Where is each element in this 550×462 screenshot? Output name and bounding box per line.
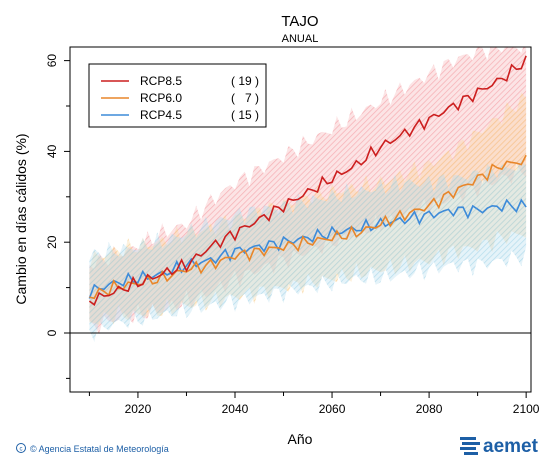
y-tick-label: 40 — [45, 144, 59, 158]
legend-model-count: ( 19 ) — [231, 74, 259, 88]
y-tick-label: 60 — [45, 54, 59, 68]
x-tick-label: 2040 — [222, 402, 249, 416]
y-tick-label: 20 — [45, 235, 59, 249]
legend: RCP8.5 ( 19 ) RCP6.0 ( 7 ) RCP4.5 ( 15 ) — [88, 63, 267, 128]
plot-area — [70, 47, 531, 342]
plot-frame — [69, 46, 532, 393]
y-axis-label: Cambio en días cálidos (%) — [13, 133, 29, 304]
x-tick-label: 2100 — [513, 402, 540, 416]
y-tick-label: 0 — [45, 329, 59, 336]
legend-series-name: RCP6.0 — [140, 91, 182, 105]
credit-text: © Agencia Estatal de Meteorología — [30, 444, 169, 454]
series-line-rcp60 — [89, 154, 527, 300]
chart-title: TAJO — [281, 13, 318, 30]
legend-model-count: ( 7 ) — [231, 91, 259, 105]
aemet-logo-text: aemet — [483, 436, 539, 457]
band-rcp45 — [89, 158, 527, 342]
legend-model-count: ( 15 ) — [231, 108, 259, 122]
x-axis-label: Año — [288, 431, 313, 447]
copyright-icon — [16, 443, 26, 453]
legend-series-name: RCP4.5 — [140, 108, 182, 122]
footer-credit: c © Agencia Estatal de Meteorología — [16, 443, 169, 454]
x-tick-label: 2060 — [319, 402, 346, 416]
legend-series-name: RCP8.5 — [140, 74, 182, 88]
aemet-logo-icon — [460, 437, 480, 455]
copyright-symbol-c: c — [20, 447, 23, 453]
aemet-logo: aemet — [460, 436, 539, 457]
x-tick-label: 2020 — [125, 402, 152, 416]
chart-subtitle: ANUAL — [282, 33, 319, 45]
legend-box — [88, 63, 267, 128]
x-tick-label: 2080 — [416, 402, 443, 416]
series-line-rcp85 — [88, 55, 527, 306]
